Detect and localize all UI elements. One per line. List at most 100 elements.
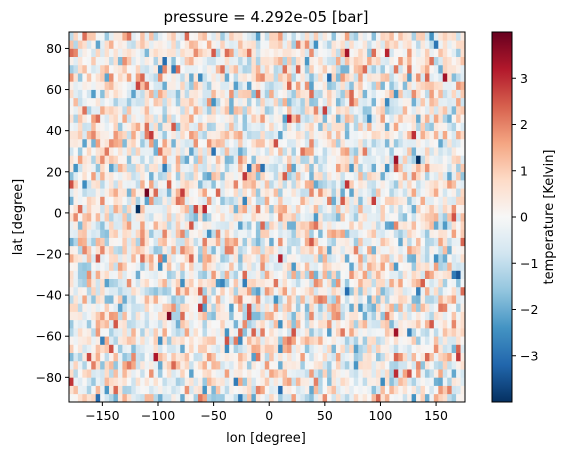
heatmap-cell	[335, 138, 341, 148]
heatmap-cell	[456, 130, 461, 140]
heatmap-cell	[82, 229, 88, 238]
heatmap-cell	[117, 40, 123, 49]
heatmap-cell	[215, 295, 221, 304]
heatmap-cell	[95, 221, 101, 230]
heatmap-cell	[282, 237, 288, 247]
heatmap-cell	[140, 229, 145, 238]
heatmap-cell	[166, 155, 172, 164]
heatmap-cell	[264, 328, 270, 337]
heatmap-cell	[322, 311, 328, 321]
heatmap-cell	[255, 64, 261, 74]
heatmap-cell	[349, 319, 355, 329]
heatmap-cell	[282, 106, 288, 115]
heatmap-cell	[322, 73, 328, 82]
heatmap-cell	[273, 328, 279, 337]
heatmap-cell	[442, 270, 448, 280]
heatmap-cell	[447, 295, 452, 304]
heatmap-cell	[193, 40, 199, 49]
heatmap-cell	[327, 336, 332, 345]
heatmap-cell	[380, 163, 386, 173]
heatmap-cell	[291, 73, 297, 82]
heatmap-cell	[344, 270, 350, 280]
heatmap-cell	[215, 212, 221, 222]
heatmap-cell	[353, 48, 359, 58]
heatmap-cell	[438, 336, 444, 345]
heatmap-cell	[149, 81, 154, 90]
heatmap-cell	[402, 328, 408, 337]
heatmap-cell	[229, 336, 234, 345]
heatmap-cell	[331, 106, 337, 115]
heatmap-cell	[451, 163, 457, 173]
heatmap-cell	[371, 245, 377, 255]
heatmap-cell	[122, 393, 128, 403]
heatmap-cell	[291, 393, 297, 403]
heatmap-cell	[389, 303, 395, 312]
heatmap-cell	[282, 303, 288, 312]
heatmap-cell	[340, 360, 346, 370]
heatmap-cell	[291, 56, 297, 66]
heatmap-cell	[362, 114, 368, 123]
heatmap-cell	[371, 237, 377, 247]
heatmap-cell	[402, 32, 408, 41]
heatmap-cell	[358, 180, 364, 189]
heatmap-cell	[295, 270, 301, 280]
heatmap-cell	[416, 311, 421, 321]
heatmap-cell	[420, 360, 426, 370]
heatmap-cell	[358, 229, 364, 238]
heatmap-cell	[180, 278, 186, 288]
heatmap-cell	[371, 196, 377, 206]
heatmap-cell	[273, 319, 279, 329]
heatmap-cell	[438, 97, 444, 107]
heatmap-cell	[229, 130, 234, 140]
y-axis-label: lat [degree]	[11, 179, 26, 256]
heatmap-cell	[291, 97, 297, 107]
heatmap-cell	[162, 311, 168, 321]
heatmap-cell	[135, 89, 141, 99]
heatmap-cell	[131, 147, 137, 156]
heatmap-cell	[193, 180, 199, 189]
heatmap-cell	[135, 393, 141, 403]
heatmap-cell	[371, 188, 377, 197]
heatmap-cell	[135, 295, 141, 304]
heatmap-cell	[104, 163, 110, 173]
heatmap-cell	[416, 180, 421, 189]
heatmap-cell	[198, 114, 203, 123]
heatmap-cell	[442, 336, 448, 345]
heatmap-cell	[269, 344, 275, 354]
heatmap-cell	[380, 212, 386, 222]
heatmap-cell	[122, 56, 128, 66]
heatmap-cell	[242, 171, 248, 181]
heatmap-cell	[202, 106, 208, 115]
heatmap-cell	[189, 106, 194, 115]
heatmap-cell	[95, 97, 101, 107]
heatmap-cell	[353, 64, 359, 74]
heatmap-cell	[447, 328, 452, 337]
heatmap-cell	[122, 122, 128, 132]
heatmap-cell	[77, 393, 83, 403]
heatmap-cell	[198, 229, 203, 238]
heatmap-cell	[166, 171, 172, 181]
heatmap-cell	[287, 262, 292, 271]
heatmap-cell	[69, 295, 74, 304]
heatmap-cell	[287, 81, 292, 90]
heatmap-cell	[353, 56, 359, 66]
heatmap-cell	[367, 344, 372, 354]
heatmap-cell	[180, 204, 186, 214]
heatmap-cell	[157, 286, 163, 296]
heatmap-cell	[429, 286, 435, 296]
heatmap-cell	[193, 130, 199, 140]
heatmap-cell	[295, 336, 301, 345]
heatmap-cell	[291, 328, 297, 337]
heatmap-cell	[442, 188, 448, 197]
heatmap-cell	[77, 303, 83, 312]
heatmap-cell	[389, 40, 395, 49]
heatmap-cell	[153, 81, 159, 90]
heatmap-cell	[291, 245, 297, 255]
heatmap-cell	[69, 138, 74, 148]
heatmap-cell	[117, 147, 123, 156]
heatmap-cell	[73, 32, 79, 41]
heatmap-cell	[278, 106, 283, 115]
heatmap-cell	[131, 196, 137, 206]
heatmap-cell	[416, 245, 421, 255]
heatmap-cell	[393, 319, 399, 329]
